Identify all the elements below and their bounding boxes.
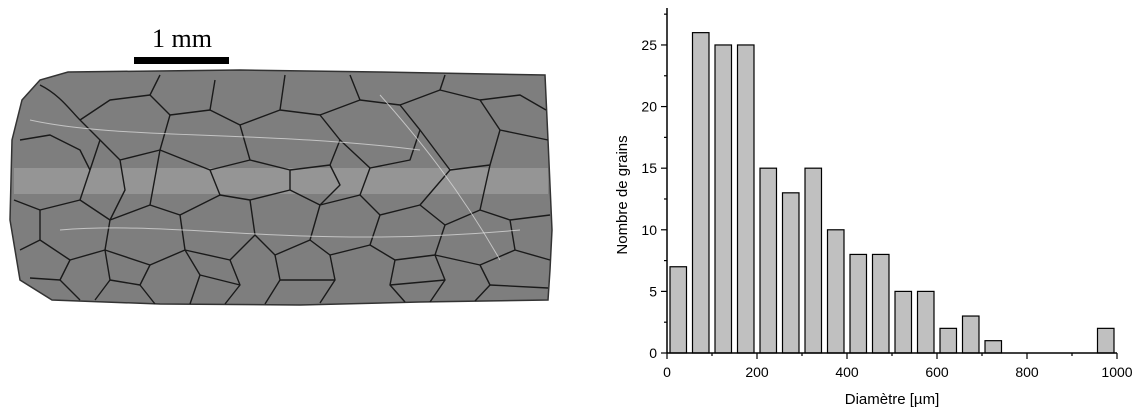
x-tick-label-400: 400 bbox=[835, 364, 859, 380]
bar-2 bbox=[714, 44, 733, 354]
light-band bbox=[14, 168, 548, 194]
y-tick-label-10: 10 bbox=[641, 222, 657, 238]
bar-10 bbox=[894, 290, 913, 354]
x-tick-label-600: 600 bbox=[925, 364, 949, 380]
x-tick-label-200: 200 bbox=[745, 364, 769, 380]
bar-13 bbox=[961, 315, 980, 354]
bar-15 bbox=[1096, 327, 1115, 354]
bar-1 bbox=[691, 32, 710, 354]
bar-4 bbox=[759, 167, 778, 354]
scale-bar-line bbox=[134, 57, 229, 64]
y-axis-label: Nombre de grains bbox=[614, 135, 631, 254]
x-tick-label-0: 0 bbox=[663, 364, 671, 380]
bar-12 bbox=[939, 327, 958, 354]
x-tick-label-1000: 1000 bbox=[1101, 364, 1132, 380]
bar-9 bbox=[871, 253, 890, 354]
x-tick-label-800: 800 bbox=[1015, 364, 1039, 380]
grain-size-histogram: 0 200 400 600 800 1000 0 5 10 15 20 25 Diamètre [µ… bbox=[614, 8, 1133, 408]
bar-11 bbox=[916, 290, 935, 354]
scale-bar: 1 mm bbox=[134, 24, 229, 64]
x-axis-label: Diamètre [µm] bbox=[845, 391, 940, 408]
y-tick-label-25: 25 bbox=[641, 37, 657, 53]
bars-layer bbox=[669, 32, 1115, 354]
bar-6 bbox=[804, 167, 823, 354]
bar-3 bbox=[736, 44, 755, 354]
y-tick-label-5: 5 bbox=[649, 283, 657, 299]
surface-scratches bbox=[29, 94, 521, 261]
bar-14 bbox=[984, 340, 1003, 354]
y-tick-label-15: 15 bbox=[641, 160, 657, 176]
bar-8 bbox=[849, 253, 868, 354]
y-tick-label-0: 0 bbox=[649, 345, 657, 361]
scale-bar-label: 1 mm bbox=[152, 24, 212, 53]
grain-micrograph: 1 mm bbox=[9, 24, 553, 306]
x-axis-ticks: 0 200 400 600 800 1000 bbox=[663, 353, 1133, 380]
bar-7 bbox=[826, 229, 845, 354]
sample-section bbox=[9, 69, 553, 306]
y-tick-label-20: 20 bbox=[641, 99, 657, 115]
bar-5 bbox=[781, 192, 800, 354]
y-axis-ticks: 0 5 10 15 20 25 bbox=[641, 13, 667, 361]
grain-boundaries bbox=[13, 74, 551, 305]
bar-0 bbox=[669, 266, 688, 354]
